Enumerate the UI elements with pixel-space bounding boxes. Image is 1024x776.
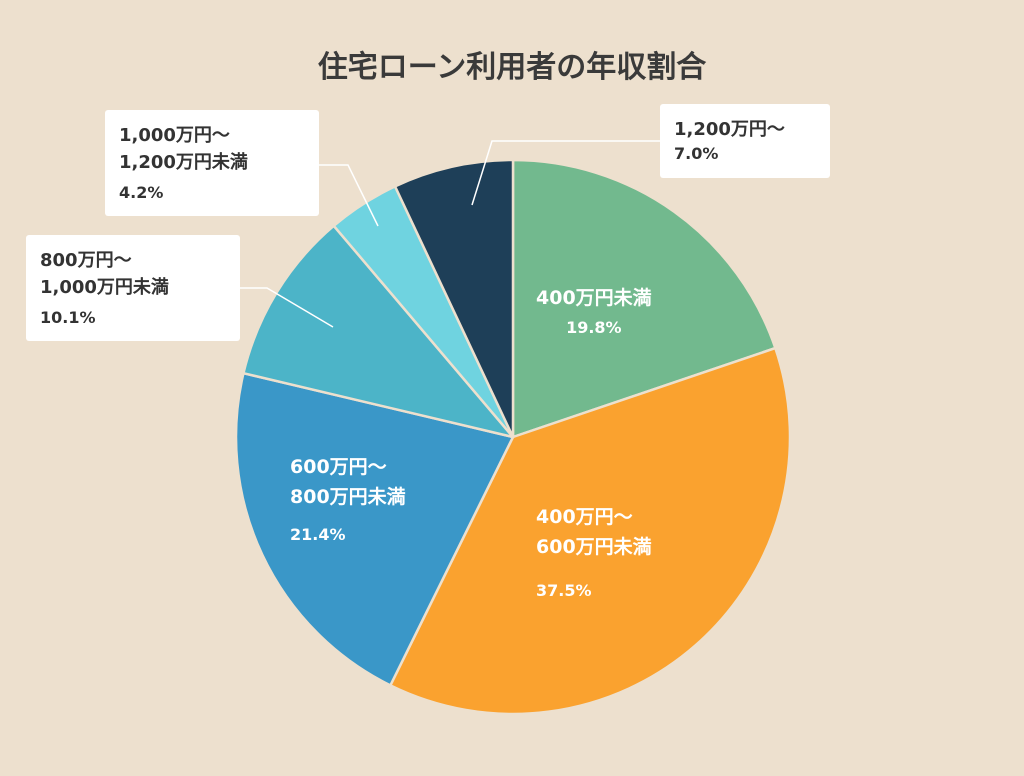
leader-line-1000-1200 <box>319 164 379 227</box>
callout-over-1200: 1,200万円〜 7.0% <box>660 104 830 178</box>
slice-label-600-800: 600万円〜 800万円未満 21.4% <box>290 452 406 546</box>
slice-category-under-400: 400万円未満 <box>536 287 652 309</box>
callout-category-over-1200: 1,200万円〜 <box>674 119 785 140</box>
callout-category-800-1000: 800万円〜 1,000万円未満 <box>40 250 169 298</box>
callout-value-800-1000: 10.1% <box>40 308 96 327</box>
pie-slice-600-800 <box>234 371 515 687</box>
pie-slice-under-400 <box>511 158 777 439</box>
callout-category-1000-1200: 1,000万円〜 1,200万円未満 <box>119 125 248 173</box>
slice-value-400-600: 37.5% <box>536 581 592 600</box>
chart-title: 住宅ローン利用者の年収割合 <box>317 50 707 85</box>
slice-value-under-400: 19.8% <box>566 318 622 337</box>
slice-category-400-600: 400万円〜 600万円未満 <box>536 506 652 558</box>
leader-line-800-1000 <box>240 287 334 328</box>
pie-slice-400-600 <box>389 346 792 716</box>
slice-category-600-800: 600万円〜 800万円未満 <box>290 456 406 508</box>
slice-label-under-400: 400万円未満 19.8% <box>536 283 652 339</box>
leader-line-over-1200 <box>471 140 660 206</box>
pie-slice-over-1200 <box>393 158 515 439</box>
slice-value-600-800: 21.4% <box>290 525 346 544</box>
callout-value-1000-1200: 4.2% <box>119 183 164 202</box>
callout-800-1000: 800万円〜 1,000万円未満 10.1% <box>26 235 240 341</box>
callout-1000-1200: 1,000万円〜 1,200万円未満 4.2% <box>105 110 319 216</box>
callout-value-over-1200: 7.0% <box>674 144 719 163</box>
pie-slice-800-1000 <box>242 224 515 439</box>
slice-label-400-600: 400万円〜 600万円未満 37.5% <box>536 502 652 602</box>
